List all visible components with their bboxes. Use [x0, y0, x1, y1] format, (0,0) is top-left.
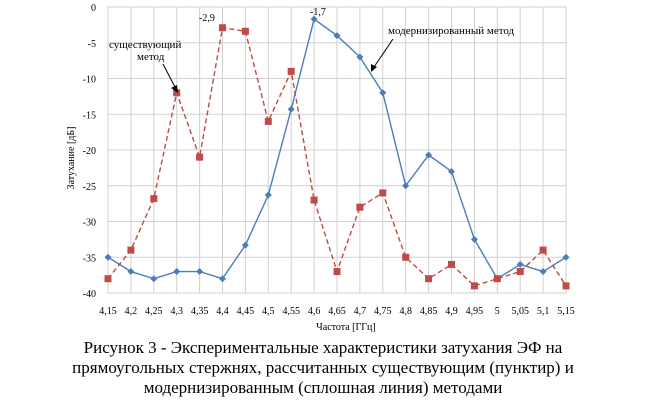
point-existing — [173, 89, 181, 97]
x-tick-label: 4,8 — [399, 306, 412, 317]
point-existing — [425, 275, 433, 283]
point-existing — [104, 275, 112, 283]
point-existing — [150, 195, 158, 203]
point-modern — [333, 32, 341, 40]
x-tick-label: 4,6 — [308, 306, 321, 317]
peak-label-modern: -1,7 — [310, 7, 326, 18]
point-existing — [333, 268, 341, 276]
point-modern — [173, 268, 181, 276]
point-modern — [379, 89, 387, 97]
x-tick-label: 4,55 — [282, 306, 300, 317]
y-axis-title: Затухание [дБ] — [66, 127, 77, 190]
x-tick-label: 4,5 — [262, 306, 275, 317]
point-modern — [470, 235, 478, 243]
point-existing — [493, 275, 501, 283]
caption-line-3: модернизированным (сплошная линия) метод… — [143, 378, 503, 397]
point-modern — [127, 268, 135, 276]
x-tick-label: 4,7 — [354, 306, 367, 317]
point-modern — [516, 260, 524, 268]
y-tick-label: 0 — [91, 3, 96, 14]
point-existing — [356, 203, 364, 211]
point-modern — [104, 253, 112, 261]
series-existing — [104, 24, 570, 290]
point-modern — [150, 275, 158, 283]
point-existing — [310, 196, 318, 204]
x-tick-label: 4,65 — [328, 306, 346, 317]
x-tick-label: 5,15 — [557, 306, 575, 317]
y-tick-label: -5 — [88, 39, 96, 50]
point-existing — [264, 117, 272, 125]
x-tick-label: 4,3 — [170, 306, 183, 317]
point-existing — [379, 189, 387, 197]
point-modern — [562, 253, 570, 261]
y-tick-label: -15 — [83, 110, 96, 121]
point-modern — [448, 167, 455, 175]
point-modern — [219, 275, 226, 283]
x-tick-label: 4,95 — [466, 306, 484, 317]
x-tick-label: 5 — [495, 306, 500, 317]
point-modern — [241, 241, 249, 249]
x-axis-title: Частота [ГГц] — [316, 322, 376, 333]
point-existing — [196, 153, 204, 161]
y-tick-label: -20 — [83, 146, 96, 157]
annotation-existing-arrow — [162, 63, 177, 90]
attenuation-chart: 0-5-10-15-20-25-30-35-40 4,15 4,2 4,25 4,3 4… — [66, 3, 575, 333]
point-existing — [448, 260, 455, 268]
x-axis-ticks: 4,15 4,2 4,25 4,3 4,35 4,4 4,45 4,5 4,55 4,6 4,65 4… — [99, 306, 575, 317]
x-tick-label: 4,2 — [125, 306, 138, 317]
point-modern — [356, 53, 364, 61]
annotation-modern-arrow — [373, 38, 394, 68]
annotation-existing-line2: метод — [137, 51, 165, 63]
x-tick-label: 4,4 — [216, 306, 229, 317]
point-modern — [287, 105, 295, 113]
annotation-modern: модернизированный метод — [388, 25, 515, 37]
point-existing — [241, 27, 249, 35]
point-existing — [539, 246, 547, 254]
point-existing — [562, 282, 570, 290]
x-tick-label: 4,45 — [237, 306, 255, 317]
y-tick-label: -35 — [83, 253, 96, 264]
point-modern — [425, 151, 433, 159]
caption-line-2: прямоугольных стержнях, рассчитанных сущ… — [72, 358, 574, 377]
x-tick-label: 4,85 — [420, 306, 438, 317]
caption-line-1: Рисунок 3 - Экспериментальные характерис… — [83, 338, 563, 357]
x-tick-label: 4,9 — [445, 306, 458, 317]
point-existing — [402, 253, 410, 261]
point-existing — [287, 67, 295, 75]
point-modern — [310, 15, 318, 23]
point-modern — [539, 268, 547, 276]
x-tick-label: 5,1 — [537, 306, 550, 317]
y-tick-label: -40 — [83, 289, 96, 300]
x-tick-label: 4,15 — [99, 306, 117, 317]
x-tick-label: 4,35 — [191, 306, 209, 317]
point-existing — [219, 24, 226, 32]
x-tick-label: 5,05 — [511, 306, 529, 317]
y-axis-ticks: 0 -5 -10 -15 -20 -25 -30 -35 -40 — [83, 3, 96, 300]
series-layer — [104, 15, 570, 290]
point-existing — [127, 246, 135, 254]
point-existing — [470, 282, 478, 290]
y-tick-label: -30 — [83, 218, 96, 229]
annotations: существующий метод модернизированный мет… — [109, 7, 515, 93]
point-modern — [196, 268, 204, 276]
annotation-modern-arrowhead — [371, 64, 377, 72]
annotation-existing-arrowhead — [171, 85, 178, 93]
y-tick-label: -25 — [83, 182, 96, 193]
peak-label-existing: -2,9 — [199, 13, 215, 24]
y-tick-label: -10 — [83, 75, 96, 86]
point-modern — [264, 191, 272, 199]
annotation-existing-line1: существующий — [109, 39, 181, 51]
x-tick-label: 4,25 — [145, 306, 163, 317]
point-existing — [516, 268, 524, 276]
figure-caption: Рисунок 3 - Экспериментальные характерис… — [0, 338, 646, 398]
point-modern — [402, 182, 410, 190]
x-tick-label: 4,75 — [374, 306, 392, 317]
